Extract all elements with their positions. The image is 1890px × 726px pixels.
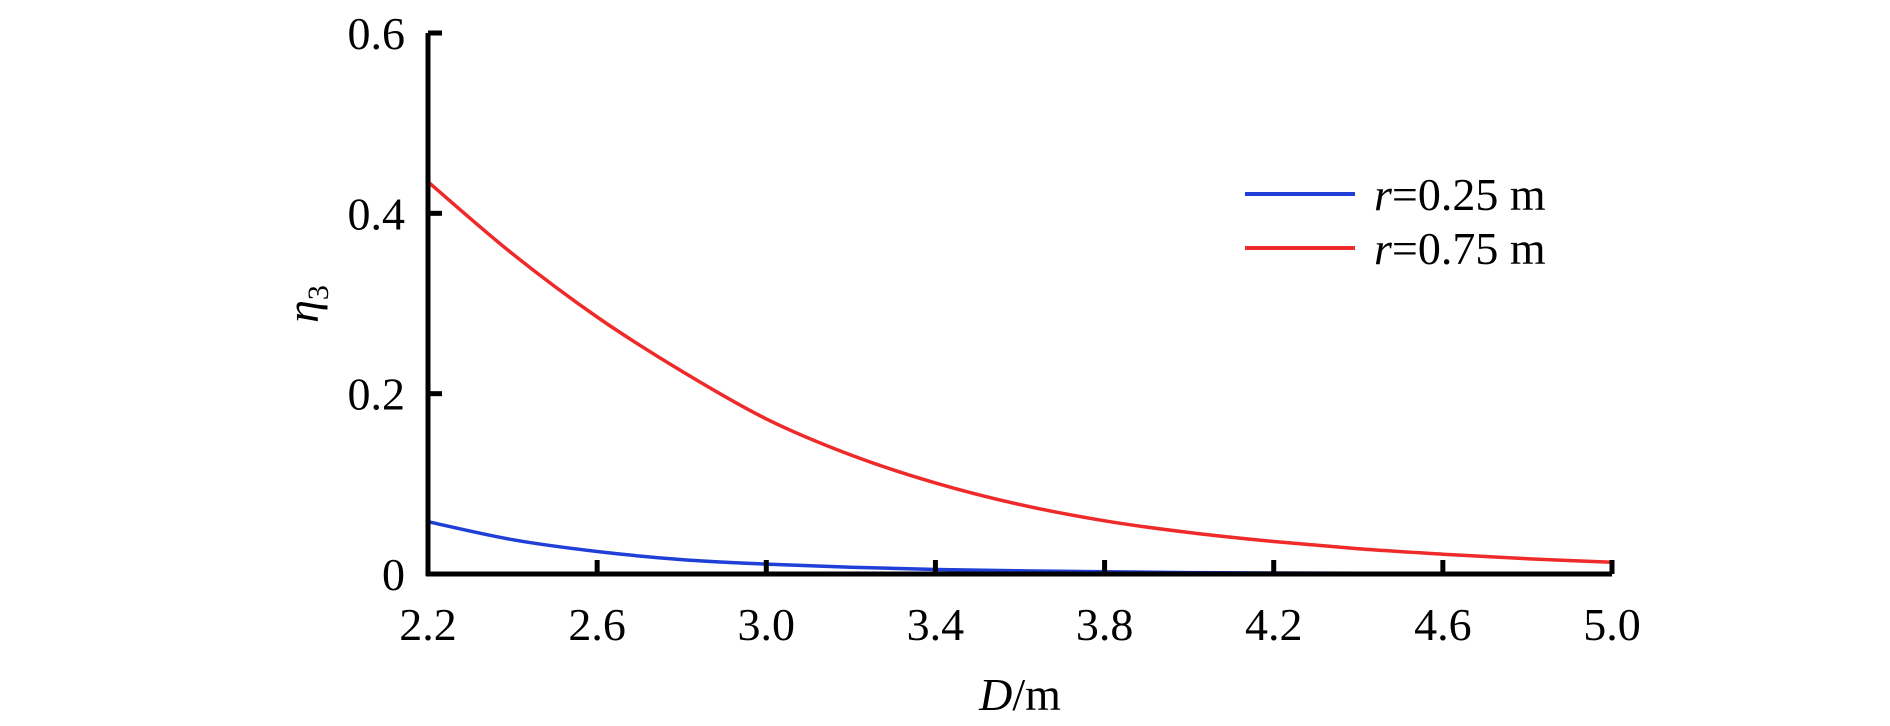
x-tick-label: 2.2 <box>399 599 457 650</box>
legend-label-r-0-25: r=0.25 m <box>1374 169 1546 220</box>
legend-label-r-0-25-symbol: r <box>1374 169 1393 220</box>
legend-label-r-0-75-symbol: r <box>1374 223 1393 274</box>
x-tick-label: 5.0 <box>1583 599 1641 650</box>
x-tick-label: 3.0 <box>738 599 796 650</box>
y-tick-label: 0 <box>382 549 405 600</box>
legend: r=0.25 m r=0.75 m <box>1245 169 1546 274</box>
x-axis-title-unit: /m <box>1012 669 1061 720</box>
y-tick-label: 0.6 <box>348 8 406 59</box>
x-tick-labels: 2.2 2.6 3.0 3.4 3.8 4.2 4.6 5.0 <box>399 599 1641 650</box>
x-axis-title: D/m <box>978 669 1061 720</box>
legend-label-r-0-75: r=0.75 m <box>1374 223 1546 274</box>
x-tick-label: 4.6 <box>1414 599 1472 650</box>
legend-label-r-0-75-rest: =0.75 m <box>1392 223 1546 274</box>
legend-label-r-0-25-rest: =0.25 m <box>1392 169 1546 220</box>
axes <box>425 33 1612 577</box>
x-tick-label: 2.6 <box>568 599 626 650</box>
y-ticks <box>428 30 442 577</box>
x-tick-label: 3.8 <box>1076 599 1134 650</box>
series-line-r-0-75 <box>426 180 1613 565</box>
x-axis-title-symbol: D <box>978 669 1012 720</box>
y-tick-labels: 0 0.2 0.4 0.6 <box>348 8 406 600</box>
y-axis-title-subscript: 3 <box>302 285 335 300</box>
y-tick-label: 0.4 <box>348 188 406 239</box>
y-tick-label: 0.2 <box>348 369 406 420</box>
y-axis-title: η3 <box>277 285 335 323</box>
x-tick-label: 4.2 <box>1245 599 1303 650</box>
series-line-r-0-25 <box>427 519 1613 576</box>
y-axis-title-symbol: η <box>277 300 328 323</box>
x-tick-label: 3.4 <box>907 599 965 650</box>
